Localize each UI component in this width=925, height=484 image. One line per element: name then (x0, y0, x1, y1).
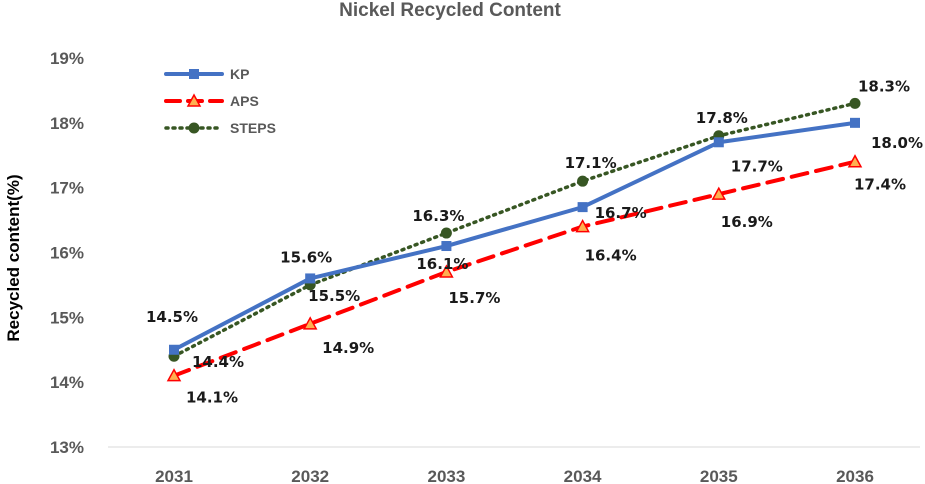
x-tick-label: 2031 (155, 467, 193, 484)
data-point-kp (850, 117, 860, 128)
data-point-kp (305, 273, 316, 284)
y-axis-title: Recycled content(%) (4, 174, 23, 341)
y-tick-label: 14% (50, 373, 84, 392)
series-line-steps (172, 101, 857, 358)
data-label-kp: 14.5% (146, 308, 198, 326)
data-label-aps: 14.9% (322, 339, 374, 357)
legend-label-kp: KP (230, 66, 249, 82)
chart-title: Nickel Recycled Content (339, 0, 561, 21)
data-point-steps (849, 97, 861, 109)
y-tick-label: 13% (50, 438, 84, 457)
legend-label-aps: APS (230, 93, 259, 109)
data-point-aps (847, 154, 863, 168)
data-labels: 14.5% 15.6% 16.1% 16.7% 17.7% 18.0% 14.1% 14.9%… (146, 77, 923, 406)
data-point-kp (577, 202, 588, 213)
data-label-steps: 14.4% (192, 353, 244, 371)
data-point-aps (166, 368, 182, 382)
y-tick-label: 16% (50, 244, 84, 263)
data-label-steps: 17.1% (565, 154, 617, 172)
legend-label-steps: STEPS (230, 120, 276, 136)
y-axis: 13% 14% 15% 16% 17% 18% 19% (50, 49, 84, 457)
legend: KP APS STEPS (164, 66, 276, 136)
data-point-steps (577, 175, 589, 187)
data-label-steps: 15.5% (308, 287, 360, 305)
data-point-aps (439, 264, 454, 278)
data-point-aps (302, 316, 318, 330)
data-label-aps: 16.4% (585, 247, 637, 265)
y-tick-label: 17% (50, 179, 84, 198)
legend-marker-kp (189, 69, 199, 79)
data-label-steps: 17.8% (696, 109, 748, 127)
data-point-aps (575, 219, 590, 233)
data-label-kp: 15.6% (280, 248, 332, 266)
data-label-aps: 14.1% (186, 389, 238, 407)
data-label-kp: 18.0% (871, 134, 923, 152)
data-label-steps: 18.3% (858, 77, 910, 95)
data-label-kp: 17.7% (731, 157, 783, 175)
legend-marker-steps (188, 122, 200, 134)
legend-marker-aps (186, 93, 202, 107)
data-label-aps: 15.7% (448, 289, 500, 307)
data-label-aps: 16.9% (721, 213, 773, 231)
x-tick-label: 2032 (291, 467, 329, 484)
x-tick-label: 2034 (564, 467, 602, 484)
data-point-steps (440, 227, 452, 239)
data-label-kp: 16.7% (595, 204, 647, 222)
plot-area (166, 97, 863, 382)
data-point-kp (713, 137, 724, 148)
series-line-aps (172, 159, 857, 378)
data-label-kp: 16.1% (416, 255, 468, 273)
x-tick-label: 2033 (427, 467, 465, 484)
data-point-kp (169, 344, 179, 355)
series-line-kp (172, 120, 857, 352)
data-label-steps: 16.3% (412, 207, 464, 225)
y-tick-label: 18% (50, 114, 84, 133)
data-point-aps (711, 186, 727, 200)
data-point-kp (441, 241, 452, 252)
data-label-aps: 17.4% (854, 176, 906, 194)
y-tick-label: 15% (50, 308, 84, 327)
x-tick-label: 2036 (836, 467, 874, 484)
x-axis: 2031 2032 2033 2034 2035 2036 (155, 467, 874, 484)
y-tick-label: 19% (50, 49, 84, 68)
x-tick-label: 2035 (700, 467, 738, 484)
